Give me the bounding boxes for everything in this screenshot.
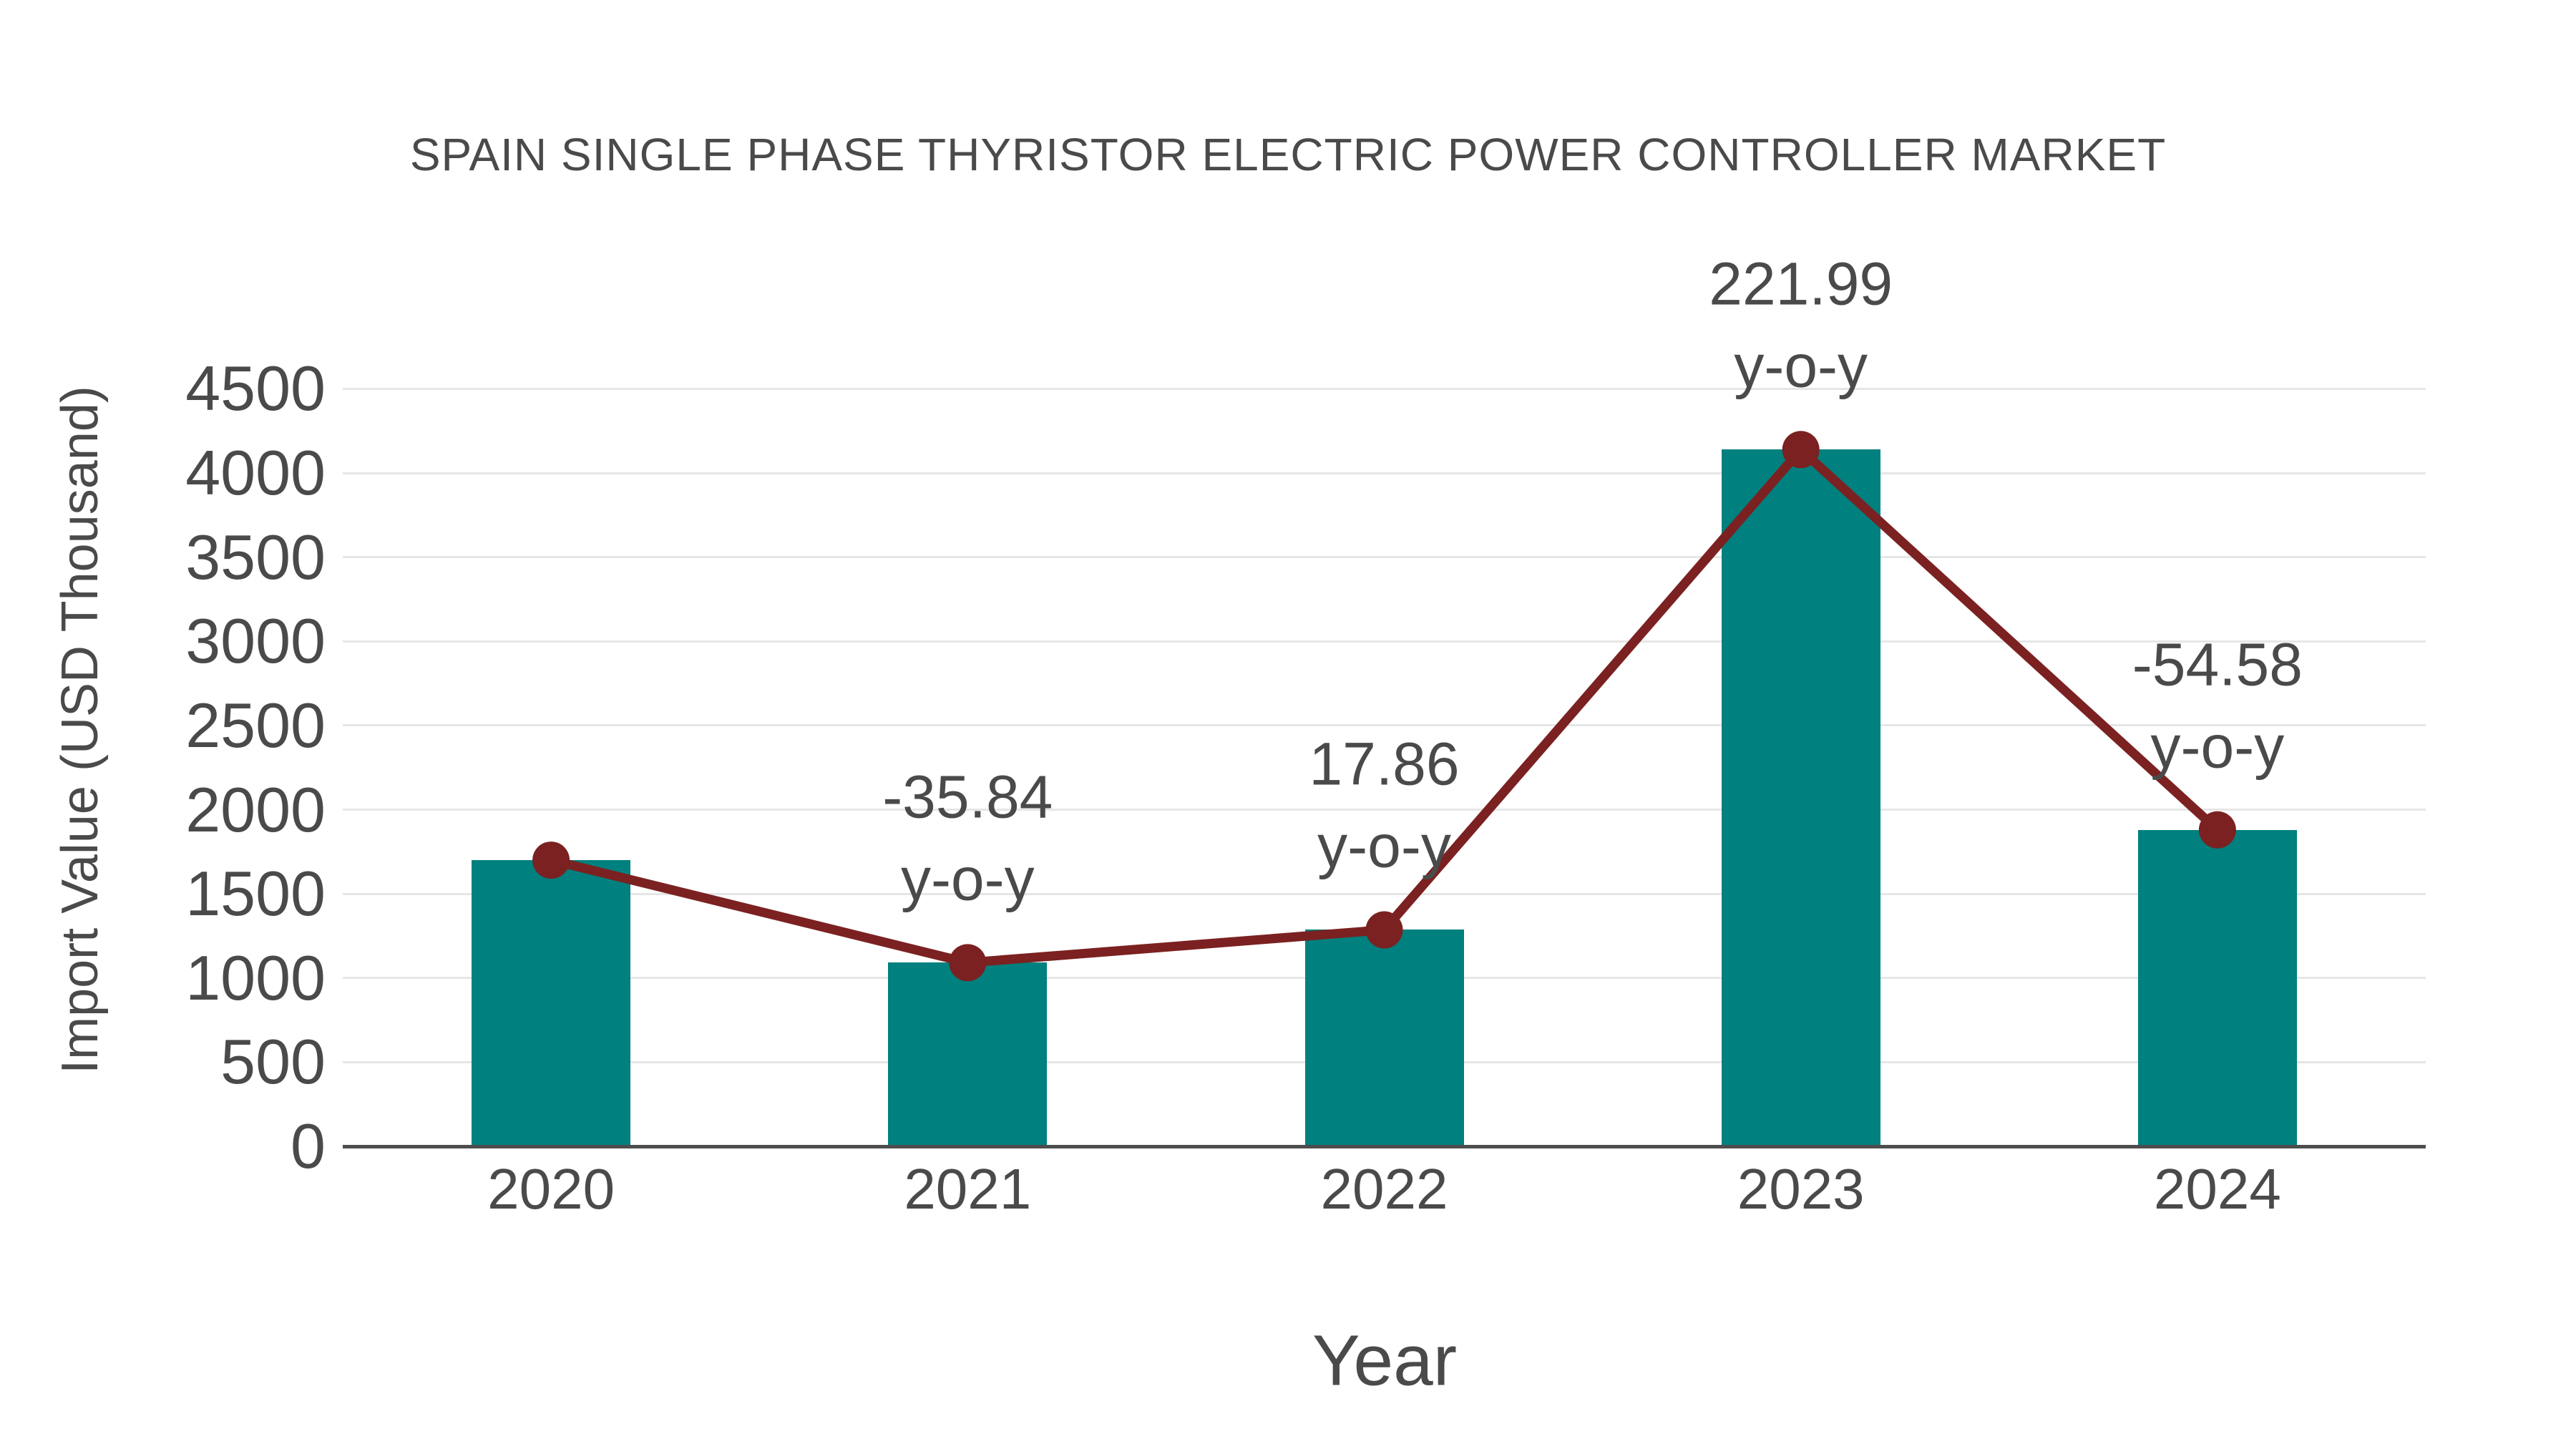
annotation-2024-suffix: y-o-y	[2150, 713, 2285, 781]
line-marker-2023	[1782, 431, 1820, 469]
gridline-3000	[343, 640, 2426, 643]
bar-2020	[472, 860, 631, 1146]
annotation-2022-value: 17.86	[1309, 730, 1460, 798]
gridline-3500	[343, 556, 2426, 559]
gridline-2000	[343, 809, 2426, 811]
y-tick-label-0: 0	[291, 1111, 326, 1181]
y-tick-label-2000: 2000	[185, 774, 326, 845]
x-tick-label-2023: 2023	[1737, 1157, 1865, 1221]
y-tick-label-4500: 4500	[185, 353, 326, 424]
annotation-2021-value: -35.84	[882, 763, 1053, 831]
x-tick-label-2024: 2024	[2153, 1157, 2281, 1221]
y-tick-label-1500: 1500	[185, 858, 326, 930]
y-tick-label-2500: 2500	[185, 689, 326, 761]
x-tick-label-2020: 2020	[487, 1157, 615, 1221]
bar-2024	[2137, 829, 2297, 1146]
bar-2021	[888, 962, 1048, 1146]
bar-2023	[1721, 449, 1880, 1146]
x-axis-line	[343, 1145, 2426, 1148]
trend-line	[550, 443, 2221, 967]
x-tick-label-2022: 2022	[1320, 1157, 1448, 1221]
annotation-2023-suffix: y-o-y	[1734, 332, 1868, 400]
chart-title: SPAIN SINGLE PHASE THYRISTOR ELECTRIC PO…	[409, 129, 2167, 180]
annotation-2022-suffix: y-o-y	[1317, 812, 1451, 880]
gridline-4000	[343, 472, 2426, 474]
x-tick-label-2021: 2021	[904, 1157, 1032, 1221]
y-tick-label-3500: 3500	[185, 521, 326, 592]
line-marker-2022	[1365, 911, 1403, 949]
line-marker-2024	[2198, 811, 2236, 849]
gridline-4500	[343, 387, 2426, 390]
y-tick-label-4000: 4000	[185, 437, 326, 508]
bar-2022	[1304, 930, 1464, 1146]
y-tick-label-3000: 3000	[185, 605, 326, 677]
gridline-1500	[343, 892, 2426, 895]
annotation-2023-value: 221.99	[1709, 250, 1893, 318]
y-tick-label-500: 500	[220, 1026, 326, 1098]
y-tick-label-1000: 1000	[185, 942, 326, 1013]
annotation-2024-value: -54.58	[2132, 630, 2303, 698]
x-axis-title: Year	[1312, 1320, 1458, 1401]
line-marker-2020	[532, 841, 570, 879]
gridline-2500	[343, 724, 2426, 727]
line-marker-2021	[949, 944, 987, 982]
annotation-2021-suffix: y-o-y	[900, 845, 1035, 913]
